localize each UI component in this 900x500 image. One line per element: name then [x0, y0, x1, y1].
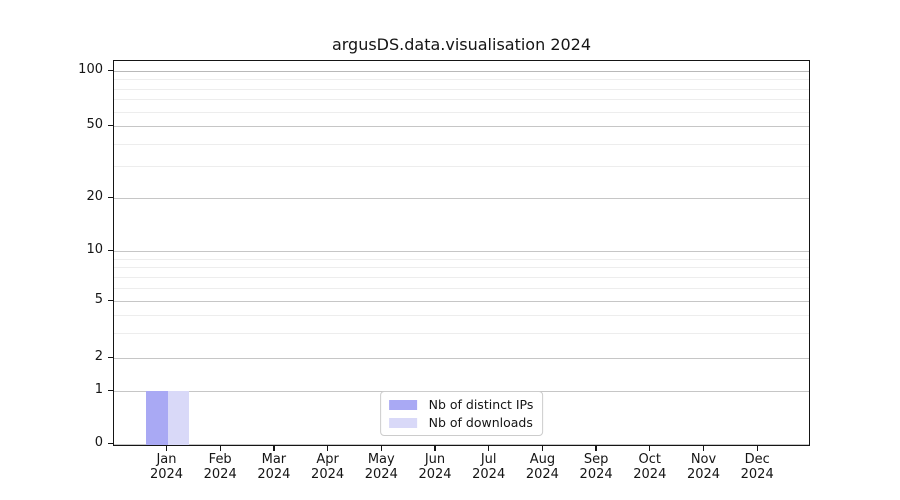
- gridline-major: [114, 198, 809, 199]
- gridline-major: [114, 126, 809, 127]
- legend-label: Nb of downloads: [428, 415, 533, 430]
- legend-item: Nb of distinct IPs: [388, 397, 534, 412]
- x-tick-month: Jul: [480, 452, 497, 467]
- y-axis-tick-label: 10: [86, 242, 103, 257]
- x-tick-year: 2024: [311, 467, 345, 482]
- x-tick-month: Mar: [261, 452, 287, 467]
- x-axis-tick-mark: [434, 446, 436, 451]
- x-axis-tick-label: Jun 2024: [403, 452, 467, 482]
- x-axis-tick-label: Apr 2024: [296, 452, 360, 482]
- x-tick-month: Jan: [156, 452, 177, 467]
- x-axis-tick-label: Aug 2024: [510, 452, 574, 482]
- legend-swatch: [388, 399, 417, 410]
- bar-jan-downloads: [167, 391, 189, 445]
- gridline-major: [114, 251, 809, 252]
- gridline-minor: [114, 287, 809, 289]
- gridline-minor: [114, 166, 809, 168]
- x-axis-tick-label: Dec 2024: [725, 452, 789, 482]
- y-axis-tick-mark: [108, 300, 113, 302]
- gridline-minor: [114, 267, 809, 269]
- gridline-minor: [114, 111, 809, 113]
- x-tick-month: Nov: [690, 452, 717, 467]
- x-axis-tick-mark: [488, 446, 490, 451]
- x-axis-tick-label: Oct 2024: [618, 452, 682, 482]
- y-axis-tick-label: 5: [94, 292, 103, 307]
- y-axis-tick-mark: [108, 197, 113, 199]
- gridline-major: [114, 444, 809, 445]
- gridline-minor: [114, 332, 809, 334]
- x-axis-tick-mark: [380, 446, 382, 451]
- x-tick-year: 2024: [418, 467, 452, 482]
- y-axis-tick-mark: [108, 250, 113, 252]
- x-tick-month: Jun: [424, 452, 446, 467]
- x-tick-month: May: [367, 452, 395, 467]
- x-axis-tick-mark: [541, 446, 544, 451]
- x-axis-tick-label: Sep 2024: [564, 452, 628, 482]
- y-axis-tick-label: 100: [78, 62, 103, 77]
- gridline-minor: [114, 79, 809, 81]
- x-tick-year: 2024: [203, 467, 237, 482]
- x-tick-year: 2024: [257, 467, 291, 482]
- y-axis-tick-label: 1: [94, 382, 103, 397]
- x-axis-tick-mark: [326, 446, 329, 451]
- x-tick-month: Oct: [638, 452, 662, 467]
- gridline-minor: [114, 314, 809, 316]
- x-axis-tick-label: Jul 2024: [457, 452, 521, 482]
- gridline-minor: [114, 258, 809, 260]
- x-tick-year: 2024: [525, 467, 559, 482]
- y-axis-tick-mark: [108, 390, 113, 392]
- y-axis-tick-mark: [108, 125, 113, 127]
- x-tick-year: 2024: [740, 467, 774, 482]
- gridline-major: [114, 71, 809, 72]
- x-tick-year: 2024: [472, 467, 506, 482]
- x-axis-tick-mark: [649, 446, 651, 451]
- y-axis-tick-mark: [108, 443, 113, 445]
- gridline-major: [114, 301, 809, 302]
- x-tick-year: 2024: [364, 467, 398, 482]
- x-axis-tick-mark: [595, 446, 597, 451]
- gridline-minor: [114, 99, 809, 101]
- x-tick-month: Sep: [583, 452, 609, 467]
- plot-area: [113, 60, 810, 446]
- x-axis-tick-label: Mar 2024: [242, 452, 306, 482]
- y-axis-tick-label: 0: [94, 435, 103, 450]
- x-tick-year: 2024: [149, 467, 184, 482]
- x-axis-tick-label: May 2024: [349, 452, 413, 482]
- x-tick-year: 2024: [633, 467, 667, 482]
- y-axis-tick-label: 50: [86, 117, 103, 132]
- x-axis-tick-mark: [273, 446, 275, 451]
- legend-item: Nb of downloads: [388, 415, 534, 430]
- gridline-minor: [114, 88, 809, 90]
- gridline-major: [114, 358, 809, 359]
- x-tick-year: 2024: [686, 467, 721, 482]
- x-tick-month: Apr: [316, 452, 339, 467]
- legend-swatch: [388, 417, 417, 428]
- x-axis-tick-mark: [219, 446, 221, 451]
- gridline-minor: [114, 276, 809, 278]
- x-tick-month: Aug: [529, 452, 556, 467]
- x-tick-year: 2024: [579, 467, 613, 482]
- x-tick-month: Feb: [208, 452, 232, 467]
- x-axis-tick-mark: [165, 446, 168, 451]
- x-tick-month: Dec: [744, 452, 770, 467]
- chart-title: argusDS.data.visualisation 2024: [331, 35, 592, 54]
- bar-jan-distinct-ips: [146, 391, 168, 445]
- y-axis-tick-label: 2: [94, 349, 103, 364]
- x-axis-tick-mark: [702, 446, 705, 451]
- y-axis-tick-label: 20: [86, 189, 103, 204]
- x-axis-tick-mark: [756, 446, 758, 451]
- y-axis-tick-mark: [108, 357, 113, 359]
- x-axis-tick-label: Nov 2024: [672, 452, 736, 482]
- legend-label: Nb of distinct IPs: [428, 397, 534, 412]
- y-axis-tick-mark: [108, 70, 113, 72]
- x-axis-tick-label: Feb 2024: [188, 452, 252, 482]
- gridline-minor: [114, 143, 809, 145]
- legend: Nb of distinct IPs Nb of downloads: [379, 391, 544, 436]
- x-axis-tick-label: Jan 2024: [135, 452, 199, 482]
